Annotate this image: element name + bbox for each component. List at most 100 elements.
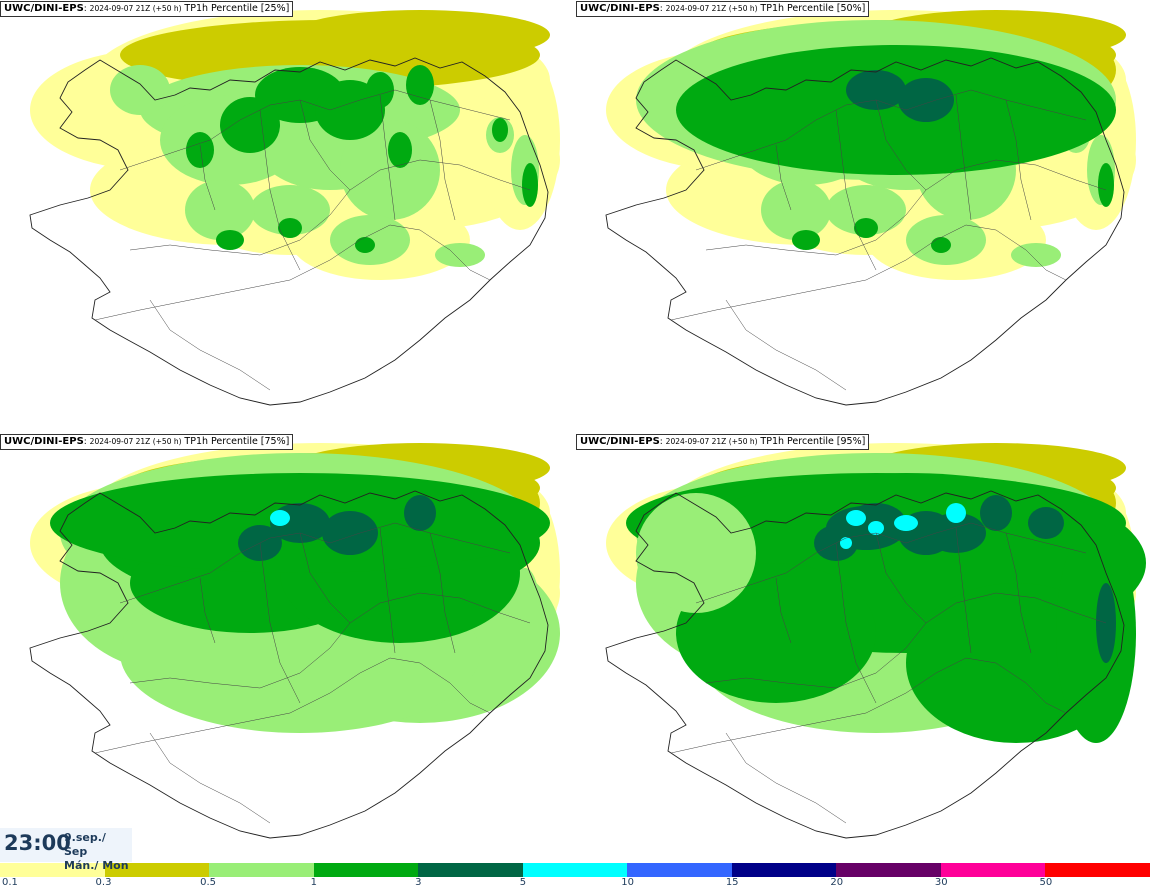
- colorbar-segment: [418, 863, 523, 877]
- map-panel-50: UWC/DINI-EPS: 2024-09-07 21Z (+50 h) TP1…: [576, 0, 1150, 430]
- precip-area: [854, 218, 878, 238]
- precip-area: [388, 132, 412, 168]
- run-info: 2024-09-07 21Z (+50 h): [665, 4, 758, 13]
- precip-area: [435, 243, 485, 267]
- precip-area: [406, 65, 434, 105]
- precipitation-map: [29, 443, 560, 839]
- precip-area: [340, 120, 440, 220]
- precip-area: [826, 506, 906, 550]
- field-name: TP1h Percentile: [760, 3, 834, 14]
- field-name: TP1h Percentile: [184, 436, 258, 447]
- percentile-label: [25%]: [260, 3, 290, 14]
- coastline: [605, 490, 1125, 839]
- road-line: [1005, 99, 1032, 221]
- road-line: [299, 532, 351, 624]
- percentile-label: [75%]: [260, 436, 290, 447]
- colorbar-label: 0.5: [200, 877, 216, 888]
- precip-area: [110, 65, 170, 115]
- precip-area: [761, 180, 831, 240]
- colorbar-label: 0.3: [95, 877, 112, 888]
- model-name: UWC/DINI-EPS: [4, 3, 84, 14]
- road-line: [429, 532, 456, 654]
- road-line: [149, 732, 271, 824]
- precip-area: [1028, 507, 1064, 539]
- map-panel-95: UWC/DINI-EPS: 2024-09-07 21Z (+50 h) TP1…: [576, 433, 1150, 863]
- precip-area: [216, 230, 244, 250]
- precip-area: [186, 132, 214, 168]
- run-info: 2024-09-07 21Z (+50 h): [665, 437, 758, 446]
- colorbar-segment: [522, 863, 628, 877]
- precip-area: [278, 218, 302, 238]
- colorbar-segment: [0, 863, 105, 877]
- colorbar-label: 1: [310, 877, 317, 888]
- road-line: [129, 159, 531, 256]
- precip-area: [355, 237, 375, 253]
- road-line: [259, 542, 301, 704]
- precip-area: [270, 510, 290, 526]
- percentile-label: [95%]: [836, 436, 866, 447]
- road-line: [379, 527, 396, 654]
- road-line: [94, 657, 491, 754]
- road-line: [429, 99, 456, 221]
- road-line: [259, 109, 301, 271]
- road-line: [379, 94, 396, 221]
- precip-area: [946, 503, 966, 523]
- precip-area: [840, 537, 852, 549]
- colorbar-segment: [209, 863, 314, 877]
- field-name: TP1h Percentile: [184, 3, 258, 14]
- precip-area: [792, 230, 820, 250]
- colorbar-segment: [836, 863, 941, 877]
- road-line: [705, 592, 1107, 689]
- valid-date: 9.sep./ Sep Mán./ Mon: [64, 831, 132, 873]
- valid-time-box: 23:00 9.sep./ Sep Mán./ Mon: [0, 828, 132, 872]
- road-line: [875, 99, 927, 191]
- map-panel-75: UWC/DINI-EPS: 2024-09-07 21Z (+50 h) TP1…: [0, 433, 574, 863]
- coastline: [605, 57, 1125, 406]
- map-panel-25: UWC/DINI-EPS: 2024-09-07 21Z (+50 h) TP1…: [0, 0, 574, 430]
- colorbar-segment: [1045, 863, 1150, 877]
- precip-area: [931, 237, 951, 253]
- road-line: [775, 577, 792, 644]
- run-info: 2024-09-07 21Z (+50 h): [89, 4, 182, 13]
- colorbar-segment: [104, 863, 210, 877]
- precip-area: [898, 78, 954, 122]
- precip-area: [322, 511, 378, 555]
- colorbar-label: 30: [934, 877, 948, 888]
- road-line: [835, 109, 877, 271]
- road-line: [670, 224, 1067, 321]
- coastline: [29, 490, 549, 839]
- precip-area: [826, 185, 906, 235]
- precip-area: [290, 10, 550, 60]
- coastline: [29, 57, 549, 406]
- precip-area: [220, 97, 280, 153]
- road-line: [725, 732, 847, 824]
- precip-area: [522, 163, 538, 207]
- colorbar-label: 5: [519, 877, 527, 888]
- precipitation-map: [29, 10, 560, 406]
- precip-area: [846, 510, 866, 526]
- precip-area: [868, 521, 884, 535]
- road-line: [1005, 532, 1032, 654]
- colorbar: [0, 863, 1150, 877]
- model-name: UWC/DINI-EPS: [4, 436, 84, 447]
- field-name: TP1h Percentile: [760, 436, 834, 447]
- colorbar-segment: [313, 863, 419, 877]
- precip-area: [1098, 163, 1114, 207]
- colorbar-label: 3: [415, 877, 422, 888]
- run-info: 2024-09-07 21Z (+50 h): [89, 437, 182, 446]
- precip-area: [676, 45, 1116, 175]
- road-line: [955, 527, 972, 654]
- colorbar-label: 0.1: [2, 877, 18, 888]
- road-line: [775, 144, 792, 211]
- road-line: [670, 657, 1067, 754]
- precip-area: [1011, 243, 1061, 267]
- precip-area: [250, 185, 330, 235]
- precip-area: [1056, 523, 1136, 743]
- panel-title: UWC/DINI-EPS: 2024-09-07 21Z (+50 h) TP1…: [576, 1, 870, 17]
- panel-title: UWC/DINI-EPS: 2024-09-07 21Z (+50 h) TP1…: [576, 434, 870, 450]
- colorbar-labels: 0.1 0.3 0.5 1 3 5 10 15 20 30 50: [0, 877, 1150, 891]
- precip-area: [980, 495, 1012, 531]
- precip-area: [636, 493, 756, 613]
- road-line: [199, 144, 216, 211]
- colorbar-segment: [627, 863, 732, 877]
